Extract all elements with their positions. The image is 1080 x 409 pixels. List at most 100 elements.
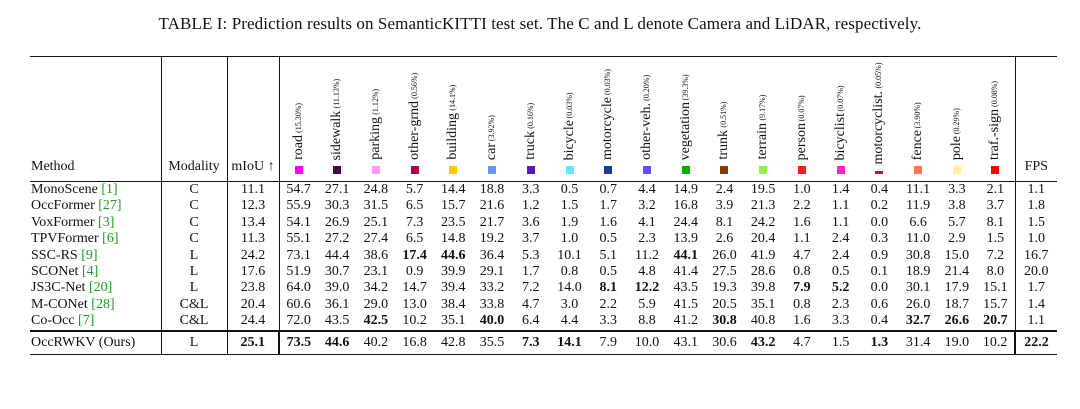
ours-row: OccRWKV (Ours) L 25.1 73.5 44.6 40.2 16.8 42.8 3…: [30, 329, 1057, 355]
class-iou-cell: 16.8: [673, 198, 698, 214]
modality-cell: L: [161, 247, 228, 265]
fps-cell: 1.1: [1014, 181, 1057, 199]
class-color-swatch: [836, 166, 845, 174]
citation-link[interactable]: [4]: [81, 264, 99, 280]
class-frequency: (11.13%): [332, 78, 342, 109]
class-iou-cell: 10.0: [627, 329, 667, 355]
class-iou-cell: 42.8: [433, 329, 473, 355]
class-iou-cell: 8.1: [715, 214, 734, 230]
class-iou-cell: 1.6: [793, 313, 811, 329]
citation-link[interactable]: [1]: [101, 182, 118, 197]
class-iou-cell: 14.0: [557, 280, 582, 296]
class-iou-cell: 1.0: [560, 231, 579, 247]
class-frequency: (0.29%): [951, 107, 961, 134]
class-iou-cell: 2.3: [638, 231, 656, 247]
class-frequency: (0.05%): [874, 63, 884, 89]
class-header-trunk: trunk(0.51%): [705, 56, 744, 182]
class-iou-cell: 15.7: [441, 198, 466, 214]
class-iou-cell: 32.7: [899, 313, 938, 330]
best-value: 7.3: [522, 334, 540, 350]
class-iou-cell: 0.0: [870, 280, 889, 296]
class-iou-cell: 1.4: [821, 181, 861, 199]
class-iou-cell: 5.7: [395, 181, 434, 199]
class-iou-cell: 40.0: [473, 313, 512, 330]
citation-link[interactable]: [27]: [98, 198, 122, 214]
method-name: JS3C-Net [20]: [30, 280, 162, 297]
table-caption: TABLE I: Prediction results on SemanticK…: [158, 14, 922, 33]
class-header-other-veh-: other-veh.(0.20%): [627, 56, 667, 182]
method-name: M-CONet [28]: [30, 296, 162, 314]
class-frequency: (9.17%): [758, 95, 768, 122]
table-row: VoxFormer [3] C 13.4 54.1 26.9 25.1 7.3 23.5 21.…: [30, 214, 1057, 232]
class-frequency: (0.07%): [796, 94, 806, 121]
class-iou-cell: 0.8: [793, 296, 811, 312]
class-name: truck: [522, 131, 538, 160]
miou-cell: 23.8: [227, 280, 280, 297]
citation-link[interactable]: [3]: [98, 214, 115, 230]
class-header-terrain: terrain(9.17%): [743, 56, 783, 182]
class-iou-cell: 1.6: [793, 214, 811, 230]
class-iou-cell: 1.3: [860, 329, 899, 355]
class-iou-cell: 55.9: [286, 198, 311, 214]
class-iou-cell: 36.4: [479, 247, 505, 263]
class-iou-cell: 8.1: [986, 214, 1005, 230]
class-header-building: building(14.1%): [433, 56, 473, 182]
class-name: terrain: [755, 123, 771, 160]
class-name: vegetation: [677, 101, 693, 160]
class-iou-cell: 0.4: [860, 181, 899, 199]
class-iou-cell: 7.3: [511, 329, 551, 355]
miou-cell: 24.2: [227, 247, 280, 265]
table-body: MonoScene [1] C 11.1 54.7 27.1 24.8 5.7 14.4 18.…: [30, 181, 1057, 355]
modality-cell: C&L: [161, 313, 228, 331]
class-iou-cell: 20.7: [976, 313, 1015, 330]
table-row: Co-Occ [7] C&L 24.4 72.0 43.5 42.5 10.2 35.1 40.…: [30, 313, 1057, 331]
citation-link[interactable]: [6]: [102, 231, 119, 247]
fps-cell: 20.0: [1014, 264, 1057, 281]
class-iou-cell: 55.1: [286, 231, 311, 247]
class-name: fence: [910, 129, 926, 160]
table-row: JS3C-Net [20] L 23.8 64.0 39.0 34.2 14.7 39.4 33…: [30, 280, 1057, 297]
method-label: JS3C-Net: [31, 280, 86, 296]
class-iou-cell: 6.6: [909, 214, 927, 230]
class-iou-cell: 13.9: [673, 231, 698, 247]
class-header-fence: fence(3.90%): [898, 56, 938, 182]
table-row: M-CONet [28] C&L 20.4 60.6 36.1 29.0 13.0 38.4 3…: [30, 296, 1057, 314]
class-iou-cell: 30.7: [324, 264, 350, 280]
class-header-other-grnd: other-grnd(0.56%): [395, 56, 434, 182]
class-iou-cell: 0.0: [870, 214, 889, 230]
class-iou-cell: 11.9: [906, 198, 931, 214]
header-row: Method Modality mIoU ↑ road(15.30%) sidew…: [30, 56, 1057, 182]
class-iou-cell: 3.7: [986, 198, 1005, 214]
class-header-sidewalk: sidewalk(11.13%): [317, 56, 357, 182]
best-value: 5.2: [831, 280, 850, 296]
fps-cell: 1.0: [1014, 231, 1057, 248]
class-iou-cell: 1.5: [821, 329, 861, 355]
class-iou-cell: 1.0: [782, 181, 822, 199]
modality-header: Modality: [161, 56, 228, 182]
citation-link[interactable]: [7]: [78, 313, 95, 329]
modality-cell: C&L: [161, 296, 228, 314]
results-table: Method Modality mIoU ↑ road(15.30%) sidew…: [30, 56, 1057, 355]
class-iou-cell: 10.2: [976, 329, 1015, 355]
class-color-swatch: [875, 170, 884, 174]
class-header-truck: truck(0.16%): [511, 56, 551, 182]
class-iou-cell: 25.1: [363, 214, 389, 230]
miou-cell: 20.4: [227, 296, 280, 314]
class-iou-cell: 4.4: [560, 313, 579, 329]
citation-link[interactable]: [28]: [91, 296, 115, 312]
class-color-swatch: [759, 166, 768, 174]
class-iou-cell: 1.6: [599, 214, 617, 230]
class-iou-cell: 16.8: [395, 329, 434, 355]
citation-link[interactable]: [9]: [81, 247, 98, 263]
class-frequency: (14.1%): [448, 85, 458, 112]
class-name: traf.-sign: [987, 109, 1003, 160]
class-iou-cell: 8.1: [589, 280, 628, 296]
class-iou-cell: 14.9: [666, 181, 706, 199]
class-color-swatch: [604, 166, 613, 174]
class-iou-cell: 5.1: [599, 247, 617, 263]
citation-link[interactable]: [20]: [88, 280, 113, 296]
class-iou-cell: 1.2: [522, 198, 540, 214]
class-iou-cell: 5.2: [821, 280, 860, 296]
class-header-car: car(3.92%): [472, 56, 512, 182]
class-header-motorcyclist-: motorcyclist. (0.05%): [860, 56, 899, 182]
